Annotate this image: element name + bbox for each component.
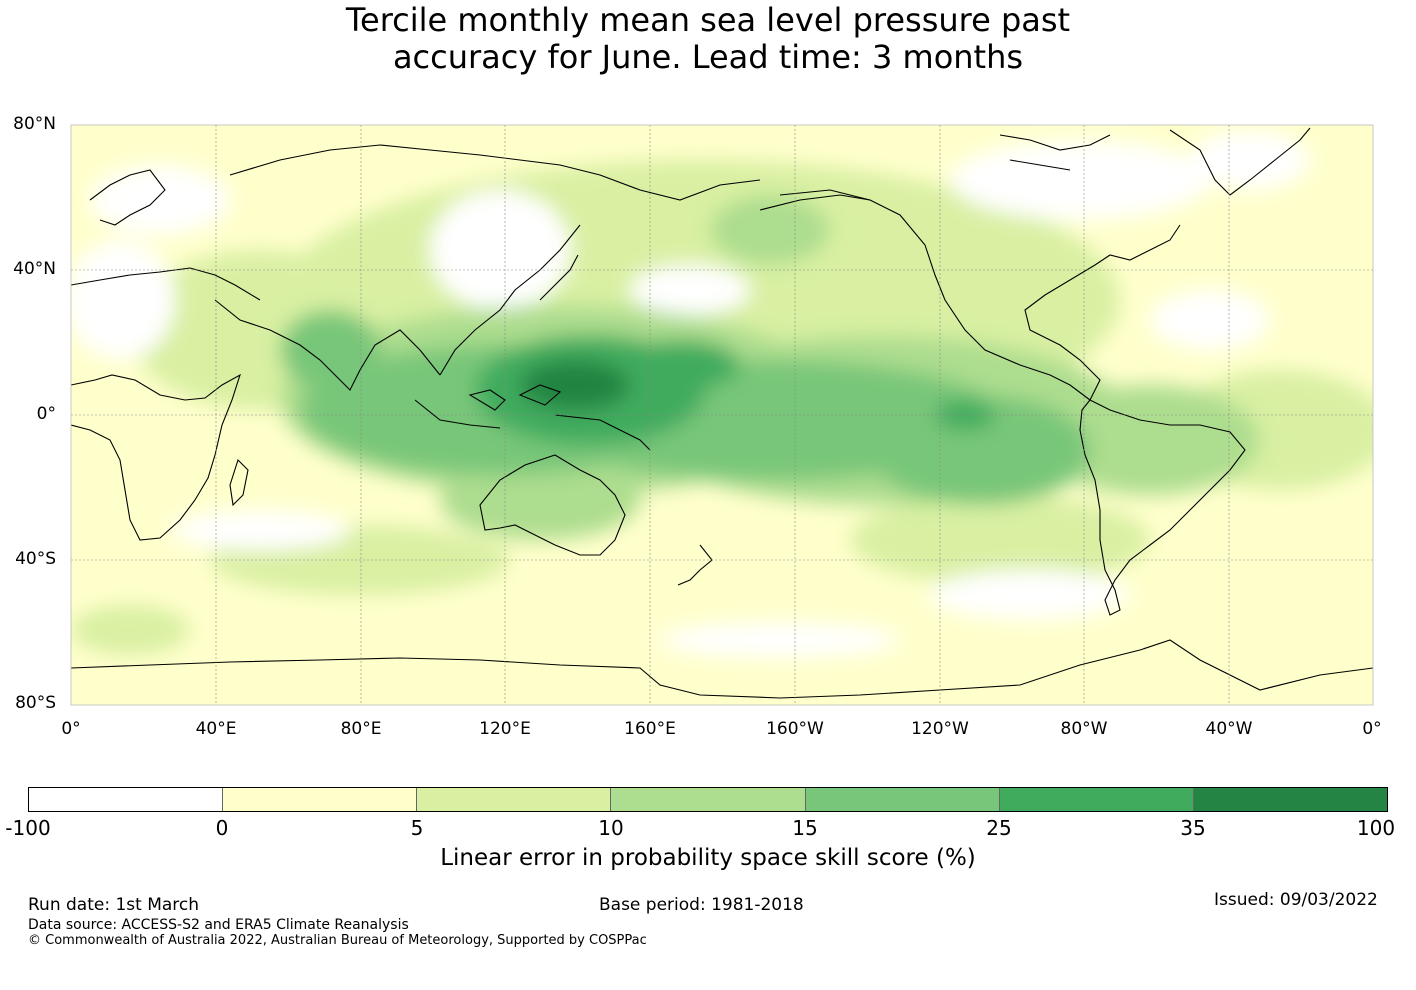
colorbar-tick: 25: [986, 816, 1012, 840]
colorbar-segment: [999, 788, 1194, 811]
colorbar-tick: 100: [1356, 816, 1396, 840]
colorbar-segment: [1193, 788, 1387, 811]
lon-label-160w: 160°W: [766, 719, 824, 739]
lon-label-80e: 80°E: [340, 719, 382, 739]
colorbar-tick: -100: [5, 816, 51, 840]
lat-label-80s: 80°S: [15, 693, 56, 713]
colorbar-segment: [611, 788, 806, 811]
colorbar: [28, 787, 1388, 812]
colorbar-tick: 0: [215, 816, 229, 840]
coastlines: [71, 127, 1373, 699]
lon-label-120e: 120°E: [479, 719, 531, 739]
run-date: Run date: 1st March: [28, 895, 200, 915]
colorbar-segment: [29, 788, 224, 811]
issued-date: Issued: 09/03/2022: [1214, 890, 1378, 910]
chart-title-line-2: accuracy for June. Lead time: 3 months: [392, 38, 1024, 76]
colorbar-segment: [417, 788, 612, 811]
chart-title-line-1: Tercile monthly mean sea level pressure …: [345, 1, 1071, 39]
data-source: Data source: ACCESS-S2 and ERA5 Climate …: [28, 917, 409, 933]
lon-label-160e: 160°E: [624, 719, 676, 739]
colorbar-segment: [223, 788, 418, 811]
lat-label-40s: 40°S: [15, 549, 56, 569]
colorbar-segment: [805, 788, 1000, 811]
lat-label-equator: 0°: [36, 404, 56, 424]
map-frame: [70, 124, 1374, 706]
colorbar-tick: 35: [1180, 816, 1206, 840]
colorbar-tick: 5: [410, 816, 424, 840]
lat-label-40n: 40°N: [13, 259, 56, 279]
gridlines: [71, 125, 1373, 705]
lon-label-80w: 80°W: [1060, 719, 1108, 739]
copyright: © Commonwealth of Australia 2022, Austra…: [28, 933, 647, 948]
lon-label-40e: 40°E: [195, 719, 237, 739]
colorbar-title: Linear error in probability space skill …: [440, 845, 976, 871]
colorbar-tick: 15: [792, 816, 818, 840]
lon-label-120w: 120°W: [911, 719, 969, 739]
lon-label-0: 0°: [61, 719, 81, 739]
base-period: Base period: 1981-2018: [599, 895, 804, 915]
colorbar-tick: 10: [598, 816, 624, 840]
lon-label-0-east: 0°: [1362, 719, 1382, 739]
lat-label-80n: 80°N: [13, 114, 56, 134]
lon-label-40w: 40°W: [1205, 719, 1253, 739]
